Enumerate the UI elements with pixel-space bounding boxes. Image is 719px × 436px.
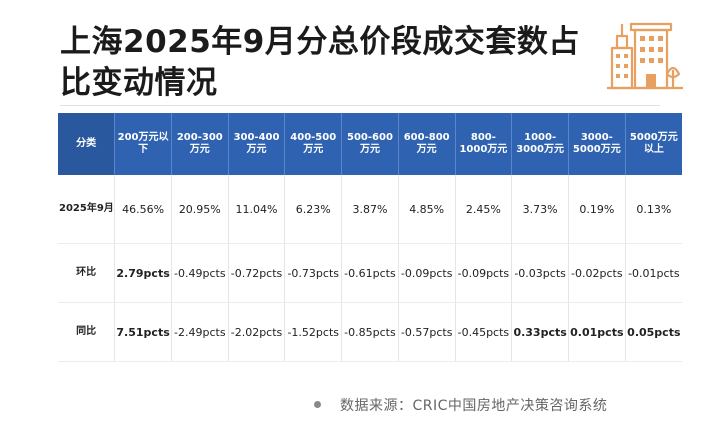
table-cell: -2.02pcts	[228, 302, 286, 362]
table-cell: 7.51pcts	[114, 302, 172, 362]
table-cell: -0.57pcts	[398, 302, 456, 362]
bullet-icon	[314, 401, 321, 408]
table-row: 2025年9月 46.56% 20.95% 11.04% 6.23% 3.87% 4.85%…	[58, 175, 682, 244]
table-cell: 0.33pcts	[511, 302, 569, 362]
row-label: 同比	[58, 302, 116, 362]
column-header: 400-500万元	[284, 113, 343, 175]
column-header: 1000-3000万元	[511, 113, 569, 175]
table-cell: -0.45pcts	[455, 302, 513, 362]
table-cell: -0.09pcts	[455, 243, 513, 303]
page-title: 上海2025年9月分总价段成交套数占比变动情况	[60, 24, 580, 101]
row-label: 2025年9月	[58, 175, 116, 244]
row-label: 环比	[58, 243, 116, 303]
column-header: 3000-5000万元	[568, 113, 626, 175]
table-cell: -2.49pcts	[171, 302, 229, 362]
table-cell: 0.05pcts	[625, 302, 682, 362]
table-cell: 2.79pcts	[114, 243, 172, 303]
title-divider	[60, 105, 660, 106]
column-header: 800-1000万元	[455, 113, 513, 175]
column-header: 500-600万元	[341, 113, 399, 175]
table-cell: 11.04%	[228, 175, 286, 244]
table-cell: -0.73pcts	[284, 243, 343, 303]
table-cell: 0.01pcts	[568, 302, 626, 362]
table-cell: -1.52pcts	[284, 302, 343, 362]
table-cell: 46.56%	[114, 175, 172, 244]
table-cell: -0.03pcts	[511, 243, 569, 303]
table-cell: -0.61pcts	[341, 243, 399, 303]
column-header: 200万元以下	[114, 113, 172, 175]
table-cell: -0.09pcts	[398, 243, 456, 303]
table-cell: -0.85pcts	[341, 302, 399, 362]
table-cell: -0.01pcts	[625, 243, 682, 303]
table-header-row: 分类 200万元以下 200-300万元 300-400万元 400-500万元 500-…	[58, 113, 682, 175]
table-cell: -0.02pcts	[568, 243, 626, 303]
table-cell: 6.23%	[284, 175, 343, 244]
column-header: 300-400万元	[228, 113, 286, 175]
column-header: 600-800万元	[398, 113, 456, 175]
table-cell: 3.73%	[511, 175, 569, 244]
table-cell: 0.19%	[568, 175, 626, 244]
column-header: 5000万元以上	[625, 113, 682, 175]
source-note: 数据来源：CRIC中国房地产决策咨询系统	[340, 398, 608, 414]
table-row: 同比 7.51pcts -2.49pcts -2.02pcts -1.52pcts -0.…	[58, 302, 682, 362]
table-cell: 4.85%	[398, 175, 456, 244]
table-cell: 3.87%	[341, 175, 399, 244]
table-cell: -0.49pcts	[171, 243, 229, 303]
table-cell: 2.45%	[455, 175, 513, 244]
buildings-icon	[607, 22, 683, 90]
column-header: 200-300万元	[171, 113, 229, 175]
price-band-table: 分类 200万元以下 200-300万元 300-400万元 400-500万元 500-…	[58, 113, 682, 362]
column-header-category: 分类	[58, 113, 116, 175]
table-cell: -0.72pcts	[228, 243, 286, 303]
table-cell: 20.95%	[171, 175, 229, 244]
table-cell: 0.13%	[625, 175, 682, 244]
table-row: 环比 2.79pcts -0.49pcts -0.72pcts -0.73pcts -0.…	[58, 243, 682, 303]
